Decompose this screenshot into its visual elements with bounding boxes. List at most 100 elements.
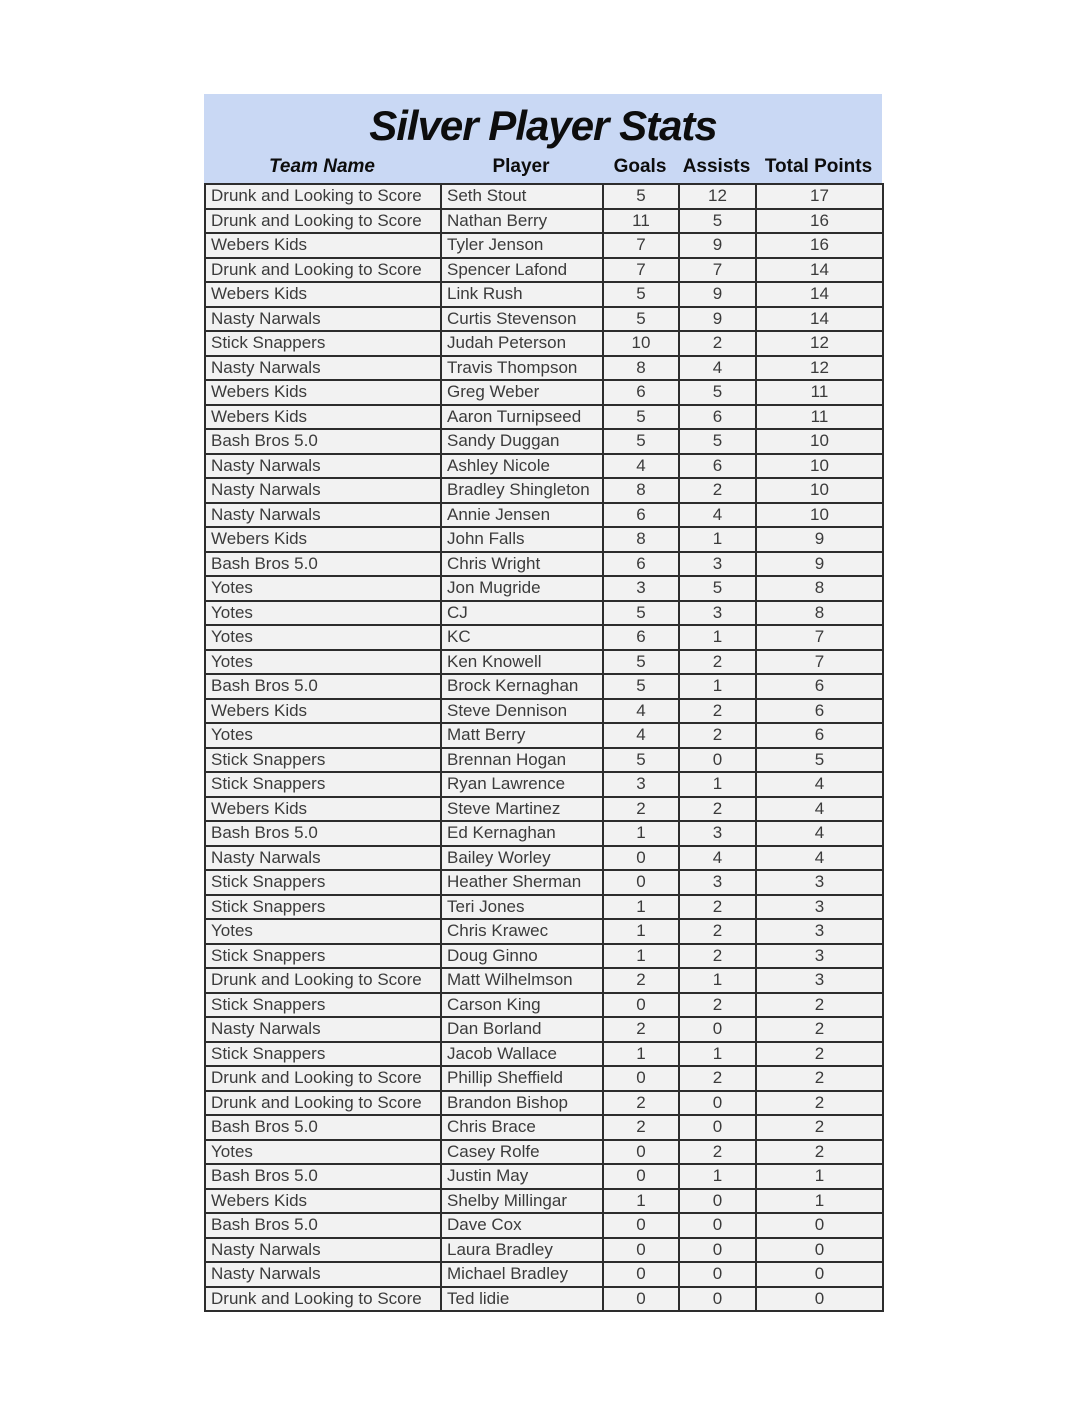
player-cell: Heather Sherman — [440, 869, 604, 896]
goals-cell: 0 — [602, 1236, 680, 1263]
player-cell: Aaron Turnipseed — [440, 403, 604, 430]
team-cell: Nasty Narwals — [204, 477, 442, 504]
player-cell: Phillip Sheffield — [440, 1065, 604, 1092]
total-points-cell: 2 — [755, 991, 884, 1018]
goals-cell: 7 — [602, 256, 680, 283]
goals-cell: 2 — [602, 1114, 680, 1141]
team-cell: Bash Bros 5.0 — [204, 1212, 442, 1239]
goals-cell: 8 — [602, 354, 680, 381]
assists-cell: 5 — [678, 207, 757, 234]
total-points-cell: 6 — [755, 722, 884, 749]
table-row: Webers Kids Steve Martinez 2 2 4 — [204, 795, 884, 822]
team-cell: Bash Bros 5.0 — [204, 820, 442, 847]
total-points-cell: 6 — [755, 697, 884, 724]
total-points-cell: 17 — [755, 183, 884, 210]
team-cell: Yotes — [204, 624, 442, 651]
assists-cell: 4 — [678, 844, 757, 871]
table-row: Bash Bros 5.0 Chris Brace 2 0 2 — [204, 1114, 884, 1141]
player-cell: Tyler Jenson — [440, 232, 604, 259]
goals-cell: 6 — [602, 550, 680, 577]
assists-cell: 6 — [678, 452, 757, 479]
assists-cell: 0 — [678, 1114, 757, 1141]
goals-cell: 5 — [602, 183, 680, 210]
total-points-cell: 2 — [755, 1114, 884, 1141]
column-header-total-points: Total Points — [764, 156, 873, 177]
goals-cell: 6 — [602, 624, 680, 651]
table-row: Yotes Casey Rolfe 0 2 2 — [204, 1138, 884, 1165]
total-points-cell: 3 — [755, 967, 884, 994]
goals-cell: 1 — [602, 820, 680, 847]
team-cell: Stick Snappers — [204, 746, 442, 773]
total-points-cell: 8 — [755, 599, 884, 626]
player-cell: Bradley Shingleton — [440, 477, 604, 504]
team-cell: Drunk and Looking to Score — [204, 256, 442, 283]
goals-cell: 10 — [602, 330, 680, 357]
team-cell: Nasty Narwals — [204, 501, 442, 528]
table-row: Webers Kids Tyler Jenson 7 9 16 — [204, 232, 884, 259]
total-points-cell: 7 — [755, 624, 884, 651]
assists-cell: 0 — [678, 746, 757, 773]
goals-cell: 0 — [602, 1163, 680, 1190]
assists-cell: 5 — [678, 428, 757, 455]
assists-cell: 2 — [678, 477, 757, 504]
table-row: Bash Bros 5.0 Brock Kernaghan 5 1 6 — [204, 673, 884, 700]
total-points-cell: 10 — [755, 452, 884, 479]
team-cell: Yotes — [204, 722, 442, 749]
stats-sheet: Silver Player Stats Team Name Player Goa… — [204, 94, 884, 1312]
column-header-team-name: Team Name — [269, 156, 375, 177]
goals-cell: 1 — [602, 942, 680, 969]
goals-cell: 4 — [602, 697, 680, 724]
assists-cell: 9 — [678, 232, 757, 259]
player-cell: Doug Ginno — [440, 942, 604, 969]
total-points-cell: 2 — [755, 1065, 884, 1092]
assists-cell: 5 — [678, 379, 757, 406]
assists-cell: 5 — [678, 575, 757, 602]
assists-cell: 1 — [678, 1040, 757, 1067]
goals-cell: 5 — [602, 305, 680, 332]
assists-cell: 2 — [678, 918, 757, 945]
player-cell: Teri Jones — [440, 893, 604, 920]
assists-cell: 1 — [678, 771, 757, 798]
assists-cell: 7 — [678, 256, 757, 283]
assists-cell: 2 — [678, 1065, 757, 1092]
team-cell: Yotes — [204, 648, 442, 675]
team-cell: Webers Kids — [204, 795, 442, 822]
total-points-cell: 0 — [755, 1261, 884, 1288]
player-cell: Casey Rolfe — [440, 1138, 604, 1165]
goals-cell: 0 — [602, 869, 680, 896]
table-row: Nasty Narwals Ashley Nicole 4 6 10 — [204, 452, 884, 479]
player-cell: John Falls — [440, 526, 604, 553]
team-cell: Drunk and Looking to Score — [204, 1065, 442, 1092]
player-cell: Link Rush — [440, 281, 604, 308]
total-points-cell: 3 — [755, 893, 884, 920]
assists-cell: 1 — [678, 673, 757, 700]
goals-cell: 7 — [602, 232, 680, 259]
goals-cell: 5 — [602, 673, 680, 700]
table-row: Webers Kids Link Rush 5 9 14 — [204, 281, 884, 308]
player-cell: Brandon Bishop — [440, 1089, 604, 1116]
player-cell: Steve Martinez — [440, 795, 604, 822]
goals-cell: 1 — [602, 1187, 680, 1214]
total-points-cell: 8 — [755, 575, 884, 602]
player-cell: Matt Berry — [440, 722, 604, 749]
team-cell: Stick Snappers — [204, 330, 442, 357]
table-row: Stick Snappers Carson King 0 2 2 — [204, 991, 884, 1018]
table-row: Nasty Narwals Travis Thompson 8 4 12 — [204, 354, 884, 381]
total-points-cell: 10 — [755, 428, 884, 455]
assists-cell: 6 — [678, 403, 757, 430]
table-row: Bash Bros 5.0 Ed Kernaghan 1 3 4 — [204, 820, 884, 847]
team-cell: Nasty Narwals — [204, 1016, 442, 1043]
player-cell: Annie Jensen — [440, 501, 604, 528]
player-cell: Brennan Hogan — [440, 746, 604, 773]
goals-cell: 0 — [602, 1285, 680, 1312]
goals-cell: 0 — [602, 1261, 680, 1288]
goals-cell: 1 — [602, 918, 680, 945]
goals-cell: 6 — [602, 379, 680, 406]
goals-cell: 2 — [602, 1089, 680, 1116]
total-points-cell: 2 — [755, 1089, 884, 1116]
goals-cell: 6 — [602, 501, 680, 528]
total-points-cell: 9 — [755, 550, 884, 577]
goals-cell: 0 — [602, 1212, 680, 1239]
team-cell: Webers Kids — [204, 403, 442, 430]
assists-cell: 0 — [678, 1089, 757, 1116]
